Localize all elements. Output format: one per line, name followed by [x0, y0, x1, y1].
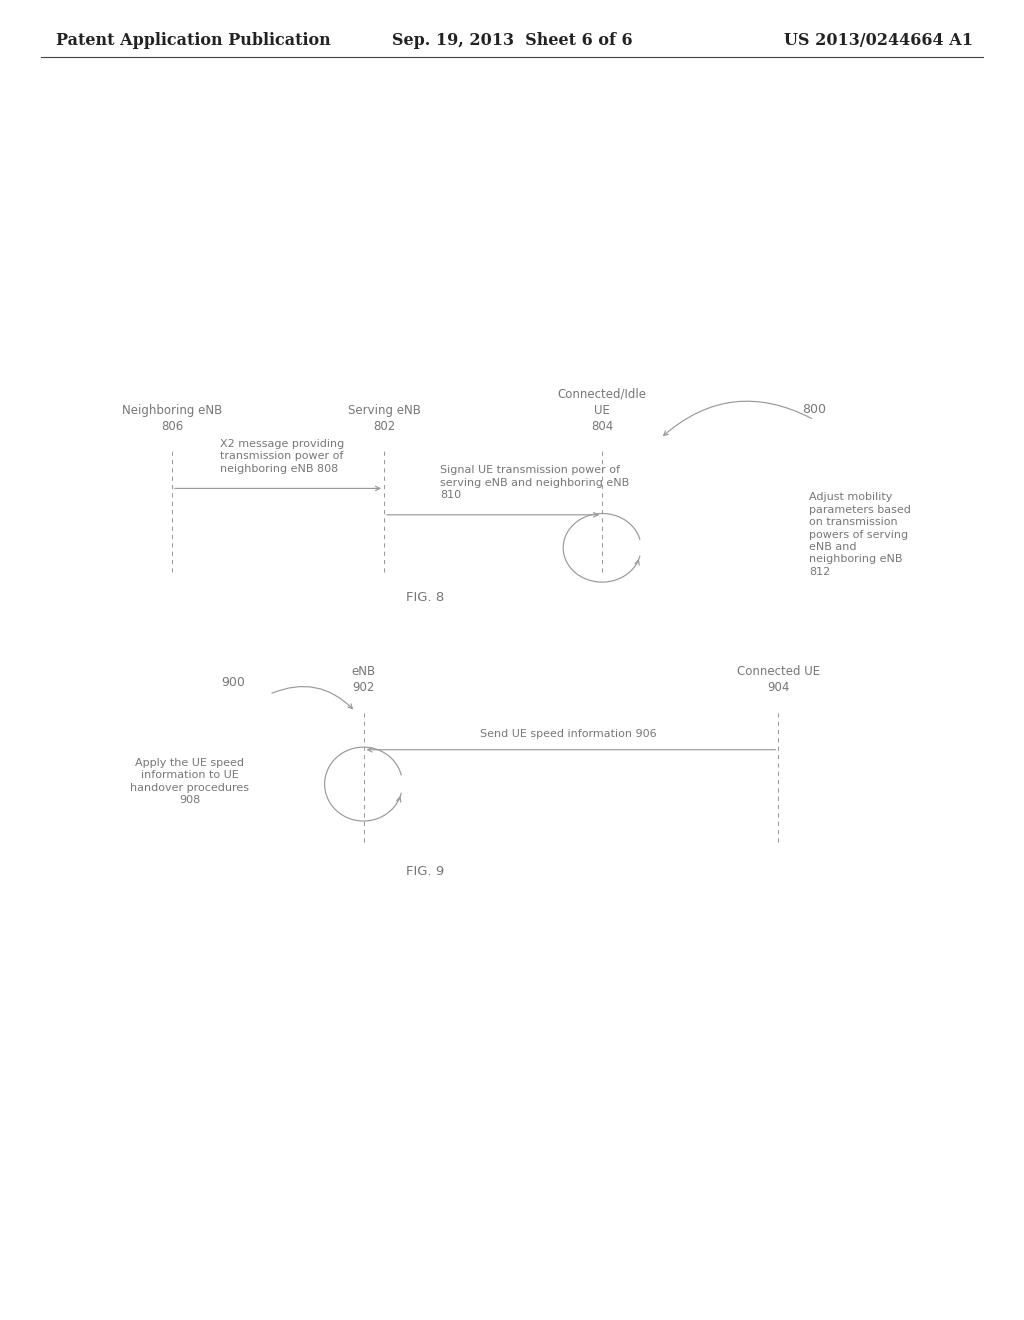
Text: US 2013/0244664 A1: US 2013/0244664 A1 [783, 32, 973, 49]
Text: Serving eNB
802: Serving eNB 802 [347, 404, 421, 433]
Text: Patent Application Publication: Patent Application Publication [56, 32, 331, 49]
Text: Sep. 19, 2013  Sheet 6 of 6: Sep. 19, 2013 Sheet 6 of 6 [392, 32, 632, 49]
Text: Apply the UE speed
information to UE
handover procedures
908: Apply the UE speed information to UE han… [130, 758, 249, 805]
Text: Send UE speed information 906: Send UE speed information 906 [480, 729, 656, 739]
Text: Connected UE
904: Connected UE 904 [736, 665, 820, 694]
Text: Adjust mobility
parameters based
on transmission
powers of serving
eNB and
neigh: Adjust mobility parameters based on tran… [809, 492, 910, 577]
Text: Connected/Idle
UE
804: Connected/Idle UE 804 [558, 388, 646, 433]
Text: X2 message providing
transmission power of
neighboring eNB 808: X2 message providing transmission power … [220, 440, 344, 474]
Text: eNB
902: eNB 902 [351, 665, 376, 694]
Text: Neighboring eNB
806: Neighboring eNB 806 [122, 404, 222, 433]
Text: 800: 800 [802, 403, 826, 416]
Text: FIG. 9: FIG. 9 [406, 865, 444, 878]
Text: 900: 900 [221, 676, 246, 689]
Text: FIG. 8: FIG. 8 [406, 591, 444, 603]
Text: Signal UE transmission power of
serving eNB and neighboring eNB
810: Signal UE transmission power of serving … [440, 466, 630, 500]
